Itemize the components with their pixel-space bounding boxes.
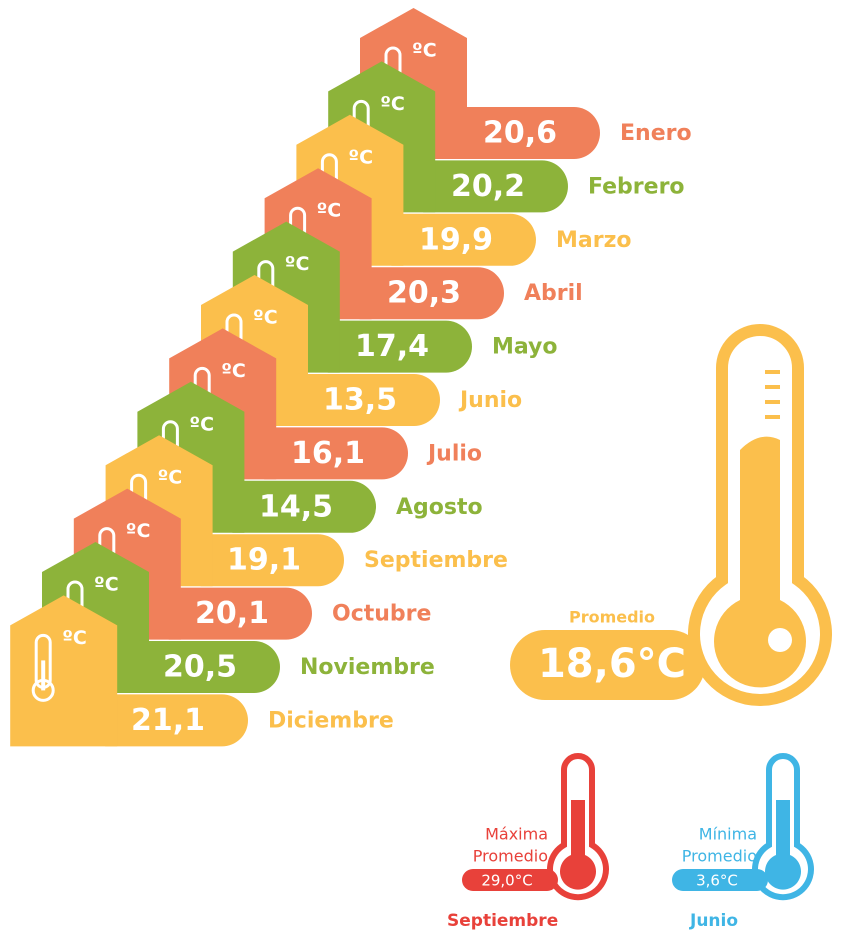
unit-badge: ºC (126, 520, 151, 542)
month-name: Marzo (556, 228, 632, 253)
month-value: 14,5 (259, 489, 333, 524)
month-value: 21,1 (131, 703, 205, 738)
month-name: Mayo (492, 335, 558, 360)
month-name: Julio (426, 441, 482, 466)
scale-mark (765, 415, 780, 419)
unit-badge: ºC (317, 200, 342, 222)
average-value: 18,6°C (538, 641, 686, 687)
bulb-dot (768, 628, 792, 652)
month-value: 20,6 (483, 116, 557, 151)
month-value: 20,5 (163, 650, 237, 685)
unit-badge: ºC (285, 253, 310, 275)
month-name: Febrero (588, 174, 685, 199)
month-name: Diciembre (268, 708, 394, 733)
extreme-month: Junio (689, 911, 738, 931)
month-name: Junio (458, 388, 522, 413)
month-value: 20,2 (451, 169, 525, 204)
month-name: Abril (524, 281, 583, 306)
month-name: Enero (620, 121, 692, 146)
house (10, 595, 117, 746)
month-value: 17,4 (355, 329, 429, 364)
unit-badge: ºC (62, 627, 87, 649)
month-value: 16,1 (291, 436, 365, 471)
average-label: Promedio (569, 608, 655, 627)
month-name: Noviembre (300, 655, 435, 680)
extreme-label: Promedio (682, 847, 757, 866)
unit-badge: ºC (380, 93, 405, 115)
month-name: Agosto (396, 495, 483, 520)
extreme-label: Máxima (485, 825, 548, 844)
month-value: 20,3 (387, 276, 461, 311)
unit-badge: ºC (348, 146, 373, 168)
unit-badge: ºC (253, 307, 278, 329)
unit-badge: ºC (94, 574, 119, 596)
unit-badge: ºC (221, 360, 246, 382)
extreme-value: 29,0°C (481, 872, 532, 890)
unit-badge: ºC (412, 40, 437, 62)
extreme-month: Septiembre (447, 911, 558, 931)
month-value: 19,1 (227, 543, 301, 578)
thermo-icon (41, 660, 45, 690)
extreme-value: 3,6°C (696, 872, 738, 890)
scale-mark (765, 385, 780, 389)
month-value: 19,9 (419, 222, 493, 257)
extreme-label: Promedio (473, 847, 548, 866)
month-name: Octubre (332, 602, 431, 627)
month-value: 13,5 (323, 383, 397, 418)
extreme-label: Mínima (699, 825, 757, 844)
unit-badge: ºC (189, 413, 214, 435)
scale-mark (765, 370, 780, 374)
infographic: ºC 20,6 Enero ºC 20,2 Febrero ºC 19,9 Marzo ºC 20,… (0, 0, 842, 932)
month-name: Septiembre (364, 548, 508, 573)
unit-badge: ºC (158, 467, 183, 489)
scale-mark (765, 400, 780, 404)
month-value: 20,1 (195, 596, 269, 631)
